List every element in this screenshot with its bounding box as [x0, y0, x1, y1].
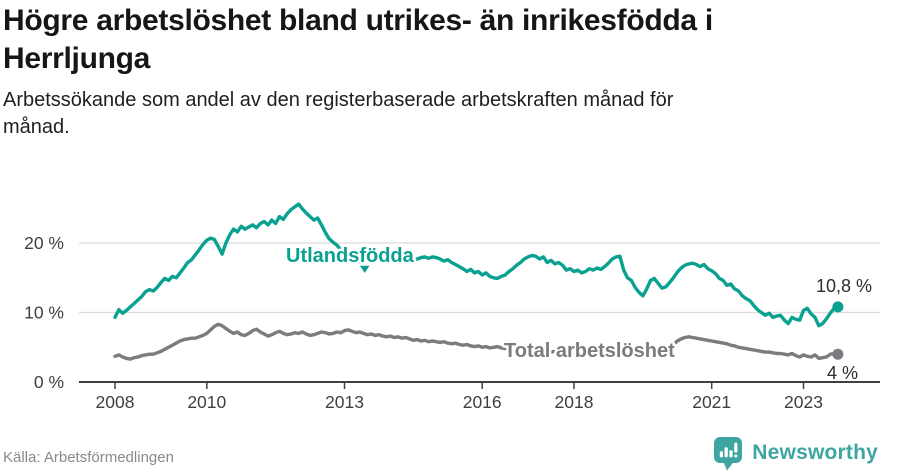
series-line-utlandsfodda — [113, 202, 840, 328]
x-tick-label: 2023 — [784, 392, 823, 412]
header: Högre arbetslöshet bland utrikes- än inr… — [3, 2, 873, 141]
line-chart: 2008 2010 2013 2016 2018 2021 2023 0 % 10 % 20 % U… — [0, 188, 900, 420]
label-pointer-triangle-icon — [360, 265, 370, 273]
y-tick-label: 10 % — [24, 303, 64, 323]
page-title: Högre arbetslöshet bland utrikes- än inr… — [3, 2, 873, 78]
x-tick-label: 2013 — [325, 392, 364, 412]
chart-subtitle: Arbetssökande som andel av den registerb… — [3, 87, 873, 141]
x-tick-label: 2008 — [96, 392, 135, 412]
series-end-dot — [832, 348, 844, 360]
newsworthy-wordmark: Newsworthy — [752, 441, 878, 464]
y-tick-label: 20 % — [24, 233, 64, 253]
subtitle-line-2: månad. — [3, 116, 70, 138]
x-tick-label: 2016 — [463, 392, 502, 412]
series-end-value-label: 4 % — [827, 363, 858, 383]
series-label: Total arbetslöshet — [504, 340, 675, 362]
newsworthy-brand: Newsworthy — [713, 435, 878, 471]
newsworthy-logo-icon — [714, 436, 743, 470]
chart-canvas: 2008 2010 2013 2016 2018 2021 2023 0 % 10 % 20 % U… — [24, 202, 880, 412]
series-label: Utlandsfödda — [286, 245, 415, 267]
title-line-1: Högre arbetslöshet bland utrikes- än inr… — [3, 4, 713, 37]
title-line-2: Herrljunga — [3, 42, 151, 75]
x-tick-label: 2018 — [555, 392, 594, 412]
x-tick-label: 2010 — [187, 392, 226, 412]
subtitle-line-1: Arbetssökande som andel av den registerb… — [3, 89, 674, 111]
x-tick-label: 2021 — [692, 392, 731, 412]
series-line-total — [113, 322, 840, 361]
series-end-value-label: 10,8 % — [816, 276, 872, 296]
series-end-dot — [832, 301, 844, 313]
y-tick-label: 0 % — [34, 372, 64, 392]
source-note: Källa: Arbetsförmedlingen — [3, 449, 174, 466]
